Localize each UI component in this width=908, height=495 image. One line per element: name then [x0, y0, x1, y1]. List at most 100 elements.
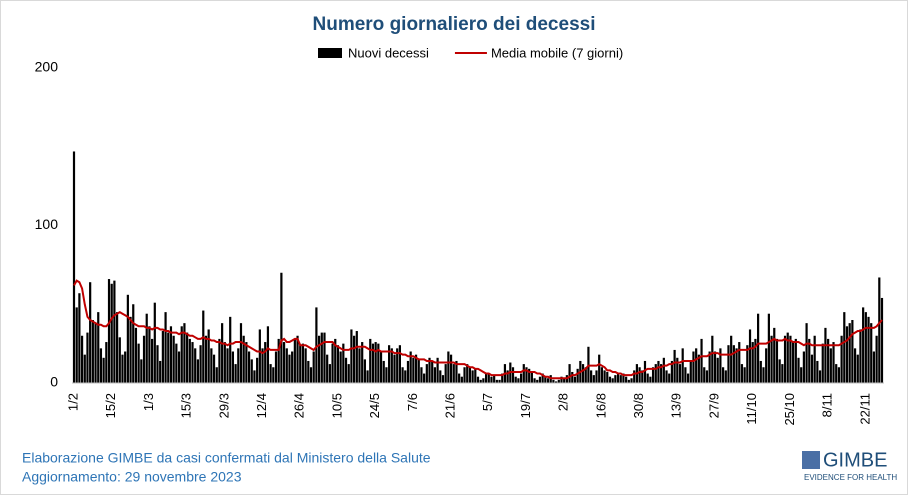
bar	[835, 364, 838, 383]
x-tick-label: 21/6	[443, 393, 458, 418]
bar	[204, 335, 208, 383]
x-tick-label: 2/8	[556, 393, 571, 411]
bar	[479, 379, 482, 383]
bar	[608, 376, 612, 383]
bar	[417, 359, 420, 383]
bar	[126, 294, 129, 383]
bar	[810, 354, 814, 383]
bar	[689, 360, 692, 383]
bar	[754, 338, 757, 383]
bar	[487, 373, 490, 383]
bar	[713, 351, 717, 383]
y-tick-label: 200	[35, 59, 59, 75]
bar	[363, 359, 366, 383]
bar	[194, 348, 197, 383]
bar	[748, 329, 752, 383]
bar	[299, 345, 302, 383]
x-tick-label: 5/7	[480, 393, 495, 411]
x-tick-label: 10/5	[329, 393, 344, 418]
bar	[167, 332, 170, 383]
bar	[452, 364, 455, 383]
bar	[296, 335, 299, 383]
bar	[595, 370, 598, 383]
bar	[792, 342, 795, 383]
bar	[428, 357, 431, 383]
bar	[684, 367, 687, 383]
bar	[590, 370, 593, 383]
bar	[78, 293, 81, 383]
bar	[323, 332, 326, 383]
bar	[420, 367, 423, 383]
bar	[794, 338, 797, 383]
bar	[339, 351, 342, 383]
bar	[447, 351, 450, 383]
bar	[393, 354, 396, 383]
bar	[97, 312, 100, 383]
bar	[654, 364, 657, 383]
bar	[256, 357, 259, 383]
bar	[522, 364, 525, 383]
bar	[818, 370, 822, 383]
bar	[460, 376, 463, 383]
bar	[94, 323, 97, 383]
x-tick-label: 26/4	[292, 393, 307, 418]
bar	[738, 342, 741, 383]
bar	[441, 375, 445, 383]
bar	[226, 348, 229, 383]
bar	[786, 332, 789, 383]
y-tick-label: 100	[35, 216, 59, 232]
x-tick-label: 15/2	[103, 393, 118, 418]
bar	[643, 360, 647, 383]
logo-icon	[802, 451, 820, 469]
bar	[161, 331, 164, 383]
bar	[571, 371, 574, 383]
bar	[606, 371, 609, 383]
bar	[91, 320, 94, 383]
bar	[425, 364, 428, 383]
bar	[107, 279, 111, 383]
bar	[83, 354, 86, 383]
bar	[775, 338, 779, 383]
bar	[536, 379, 539, 383]
bar	[797, 357, 800, 383]
x-tick-label: 22/11	[857, 393, 872, 425]
bar	[802, 351, 805, 383]
bar	[482, 378, 485, 383]
bar	[180, 326, 183, 383]
bar	[746, 345, 749, 383]
bar	[827, 338, 830, 383]
x-tick-label: 30/8	[631, 393, 646, 418]
bar	[851, 320, 854, 383]
bar	[115, 312, 119, 383]
bar	[231, 351, 235, 383]
bar	[678, 364, 682, 383]
bar	[239, 323, 243, 383]
bar	[641, 370, 644, 383]
bar	[468, 367, 472, 383]
bar	[253, 370, 256, 383]
bar	[511, 367, 515, 383]
bar	[767, 313, 770, 383]
bar	[353, 335, 356, 383]
bar	[498, 379, 501, 383]
bar	[277, 338, 280, 383]
bar	[630, 378, 633, 383]
bar	[80, 335, 84, 383]
bar	[622, 373, 625, 383]
x-tick-label: 1/2	[65, 393, 80, 411]
bar	[686, 373, 690, 383]
bar	[212, 354, 216, 383]
bar	[377, 343, 380, 383]
x-tick-label: 16/8	[593, 393, 608, 418]
bar	[751, 342, 754, 383]
bar	[829, 348, 832, 383]
bar	[315, 307, 318, 383]
bar	[697, 354, 700, 383]
bar	[169, 326, 173, 383]
bar	[514, 376, 517, 383]
bar	[627, 379, 630, 383]
x-tick-label: 7/6	[405, 393, 420, 411]
bar	[463, 367, 466, 383]
bar	[199, 345, 202, 383]
